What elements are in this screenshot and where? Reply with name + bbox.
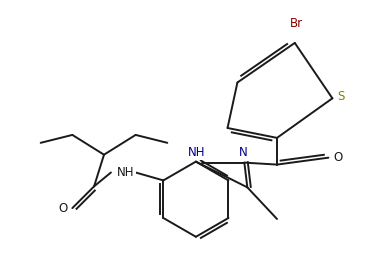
Text: S: S	[338, 90, 345, 103]
Text: NH: NH	[188, 146, 206, 159]
Text: O: O	[59, 202, 68, 215]
Text: Br: Br	[290, 17, 303, 30]
Text: NH: NH	[117, 166, 135, 179]
Text: O: O	[334, 151, 343, 164]
Text: N: N	[239, 146, 248, 159]
